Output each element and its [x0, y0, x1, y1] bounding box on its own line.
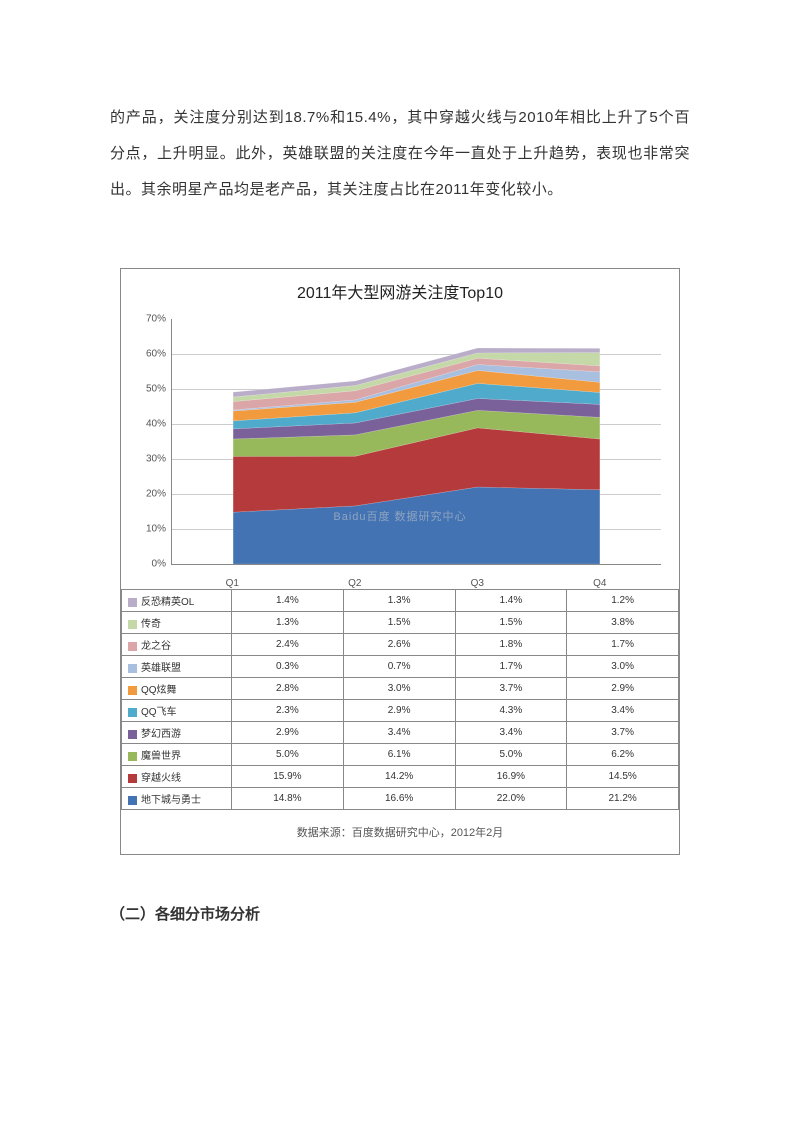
x-axis-label: Q1 [171, 578, 294, 589]
table-cell: 1.5% [455, 612, 567, 634]
legend-swatch [128, 752, 137, 761]
table-cell: 0.7% [343, 656, 455, 678]
table-cell: 16.9% [455, 766, 567, 788]
table-row: QQ飞车 2.3%2.9%4.3%3.4% [122, 700, 679, 722]
table-cell: 2.9% [232, 722, 344, 744]
x-axis-label: Q3 [416, 578, 539, 589]
table-cell: 3.7% [567, 722, 679, 744]
table-cell: 2.4% [232, 634, 344, 656]
chart-container: 2011年大型网游关注度Top10 0%10%20%30%40%50%60%70… [120, 268, 680, 855]
table-cell: 3.0% [343, 678, 455, 700]
table-cell: 5.0% [232, 744, 344, 766]
legend-swatch [128, 686, 137, 695]
series-name: 英雄联盟 [141, 663, 181, 674]
legend-swatch [128, 730, 137, 739]
y-axis-label: 60% [146, 349, 166, 360]
series-name: 反恐精英OL [141, 597, 194, 608]
table-cell: 3.0% [567, 656, 679, 678]
y-axis-label: 50% [146, 384, 166, 395]
chart-source: 数据来源：百度数据研究中心，2012年2月 [121, 810, 679, 854]
legend-swatch [128, 774, 137, 783]
series-name: 穿越火线 [141, 773, 181, 784]
table-cell: 3.4% [455, 722, 567, 744]
legend-swatch [128, 642, 137, 651]
table-row: 梦幻西游2.9%3.4%3.4%3.7% [122, 722, 679, 744]
table-cell: 3.4% [567, 700, 679, 722]
series-name: 梦幻西游 [141, 729, 181, 740]
table-row: 龙之谷 2.4%2.6%1.8%1.7% [122, 634, 679, 656]
table-cell: 14.8% [232, 788, 344, 810]
table-cell: 21.2% [567, 788, 679, 810]
table-cell: 1.5% [343, 612, 455, 634]
table-cell: 1.2% [567, 590, 679, 612]
chart-plot-area: 0%10%20%30%40%50%60%70%Baidu百度 数据研究中心 Q1… [171, 309, 661, 589]
table-cell: 14.5% [567, 766, 679, 788]
y-axis-label: 20% [146, 489, 166, 500]
table-cell: 1.4% [232, 590, 344, 612]
y-axis-label: 70% [146, 314, 166, 325]
table-cell: 1.3% [232, 612, 344, 634]
chart-data-table: 反恐精英OL1.4%1.3%1.4%1.2%传奇1.3%1.5%1.5%3.8%… [121, 589, 679, 810]
table-cell: 0.3% [232, 656, 344, 678]
table-cell: 1.4% [455, 590, 567, 612]
table-cell: 3.8% [567, 612, 679, 634]
legend-swatch [128, 796, 137, 805]
legend-swatch [128, 598, 137, 607]
y-axis-label: 40% [146, 419, 166, 430]
y-axis-label: 0% [152, 559, 166, 570]
table-cell: 4.3% [455, 700, 567, 722]
series-name: 魔兽世界 [141, 751, 181, 762]
table-row: QQ炫舞 2.8%3.0%3.7%2.9% [122, 678, 679, 700]
chart-title: 2011年大型网游关注度Top10 [121, 269, 679, 309]
legend-swatch [128, 620, 137, 629]
watermark: Baidu百度 数据研究中心 [333, 508, 466, 524]
series-name: QQ炫舞 [141, 685, 177, 696]
table-cell: 1.8% [455, 634, 567, 656]
table-row: 英雄联盟 0.3%0.7%1.7%3.0% [122, 656, 679, 678]
table-cell: 1.7% [455, 656, 567, 678]
table-cell: 5.0% [455, 744, 567, 766]
table-cell: 16.6% [343, 788, 455, 810]
table-row: 魔兽世界5.0%6.1%5.0%6.2% [122, 744, 679, 766]
table-row: 地下城与勇士 14.8%16.6%22.0%21.2% [122, 788, 679, 810]
table-cell: 22.0% [455, 788, 567, 810]
table-cell: 2.9% [567, 678, 679, 700]
table-cell: 6.1% [343, 744, 455, 766]
table-cell: 3.7% [455, 678, 567, 700]
body-paragraph: 的产品，关注度分别达到18.7%和15.4%，其中穿越火线与2010年相比上升了… [110, 100, 690, 208]
y-axis-label: 10% [146, 524, 166, 535]
table-cell: 1.3% [343, 590, 455, 612]
table-cell: 15.9% [232, 766, 344, 788]
table-row: 穿越火线 15.9%14.2%16.9%14.5% [122, 766, 679, 788]
series-name: 龙之谷 [141, 641, 171, 652]
table-row: 传奇1.3%1.5%1.5%3.8% [122, 612, 679, 634]
series-name: 地下城与勇士 [141, 795, 201, 806]
legend-swatch [128, 664, 137, 673]
table-cell: 2.9% [343, 700, 455, 722]
series-name: 传奇 [141, 619, 161, 630]
table-cell: 2.8% [232, 678, 344, 700]
table-row: 反恐精英OL1.4%1.3%1.4%1.2% [122, 590, 679, 612]
section-heading: （二）各细分市场分析 [110, 903, 690, 924]
table-cell: 2.6% [343, 634, 455, 656]
table-cell: 6.2% [567, 744, 679, 766]
table-cell: 3.4% [343, 722, 455, 744]
table-cell: 14.2% [343, 766, 455, 788]
table-cell: 1.7% [567, 634, 679, 656]
table-cell: 2.3% [232, 700, 344, 722]
legend-swatch [128, 708, 137, 717]
x-axis-label: Q4 [539, 578, 662, 589]
series-name: QQ飞车 [141, 707, 177, 718]
x-axis-label: Q2 [294, 578, 417, 589]
y-axis-label: 30% [146, 454, 166, 465]
